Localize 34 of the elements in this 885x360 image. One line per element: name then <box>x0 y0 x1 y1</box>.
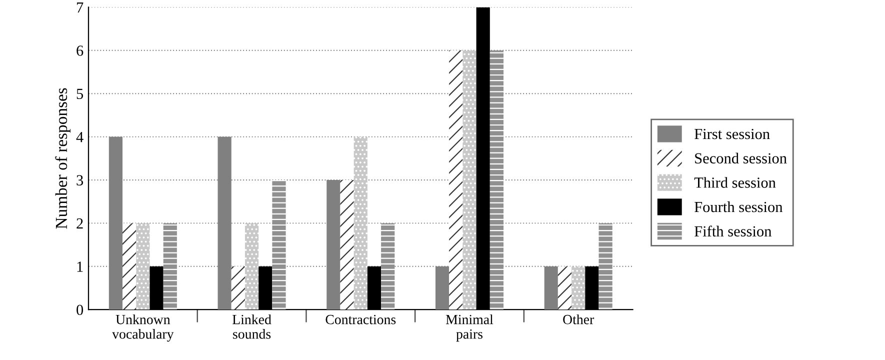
bar <box>244 223 259 310</box>
y-axis-title: Number of responses <box>55 88 70 229</box>
bar <box>340 180 354 310</box>
bar <box>490 50 504 310</box>
bar <box>354 136 368 310</box>
bar <box>381 223 395 310</box>
bar <box>462 50 476 310</box>
y-tick-label: 0 <box>76 304 84 316</box>
legend-label: Third session <box>694 177 776 188</box>
bar <box>122 223 136 310</box>
x-tick-label: Unknown vocabulary <box>112 314 174 342</box>
bar <box>272 180 286 310</box>
x-tick-label: Linked sounds <box>232 314 272 339</box>
y-tick-label: 3 <box>76 175 84 186</box>
bar <box>449 50 463 310</box>
bar <box>163 223 177 310</box>
y-tick-label: 6 <box>76 46 84 56</box>
bar <box>572 266 586 310</box>
y-tick-label: 5 <box>76 88 84 100</box>
y-tick-label: 1 <box>77 262 83 272</box>
bar <box>598 223 612 310</box>
bar <box>231 266 245 310</box>
y-tick-label: 4 <box>76 132 84 142</box>
bar <box>136 223 150 310</box>
y-tick-label: 7 <box>77 2 84 12</box>
x-tick-label: Minimal pairs <box>446 314 494 342</box>
legend-label: First session <box>694 128 770 140</box>
legend-label: Fourth session <box>694 201 783 212</box>
x-tick-label: Other <box>563 314 594 324</box>
legend-label: Fifth session <box>694 226 772 237</box>
y-tick-label: 2 <box>76 218 83 228</box>
x-tick-label: Contractions <box>326 314 396 324</box>
bar <box>558 266 572 310</box>
legend-label: Second session <box>695 152 787 164</box>
